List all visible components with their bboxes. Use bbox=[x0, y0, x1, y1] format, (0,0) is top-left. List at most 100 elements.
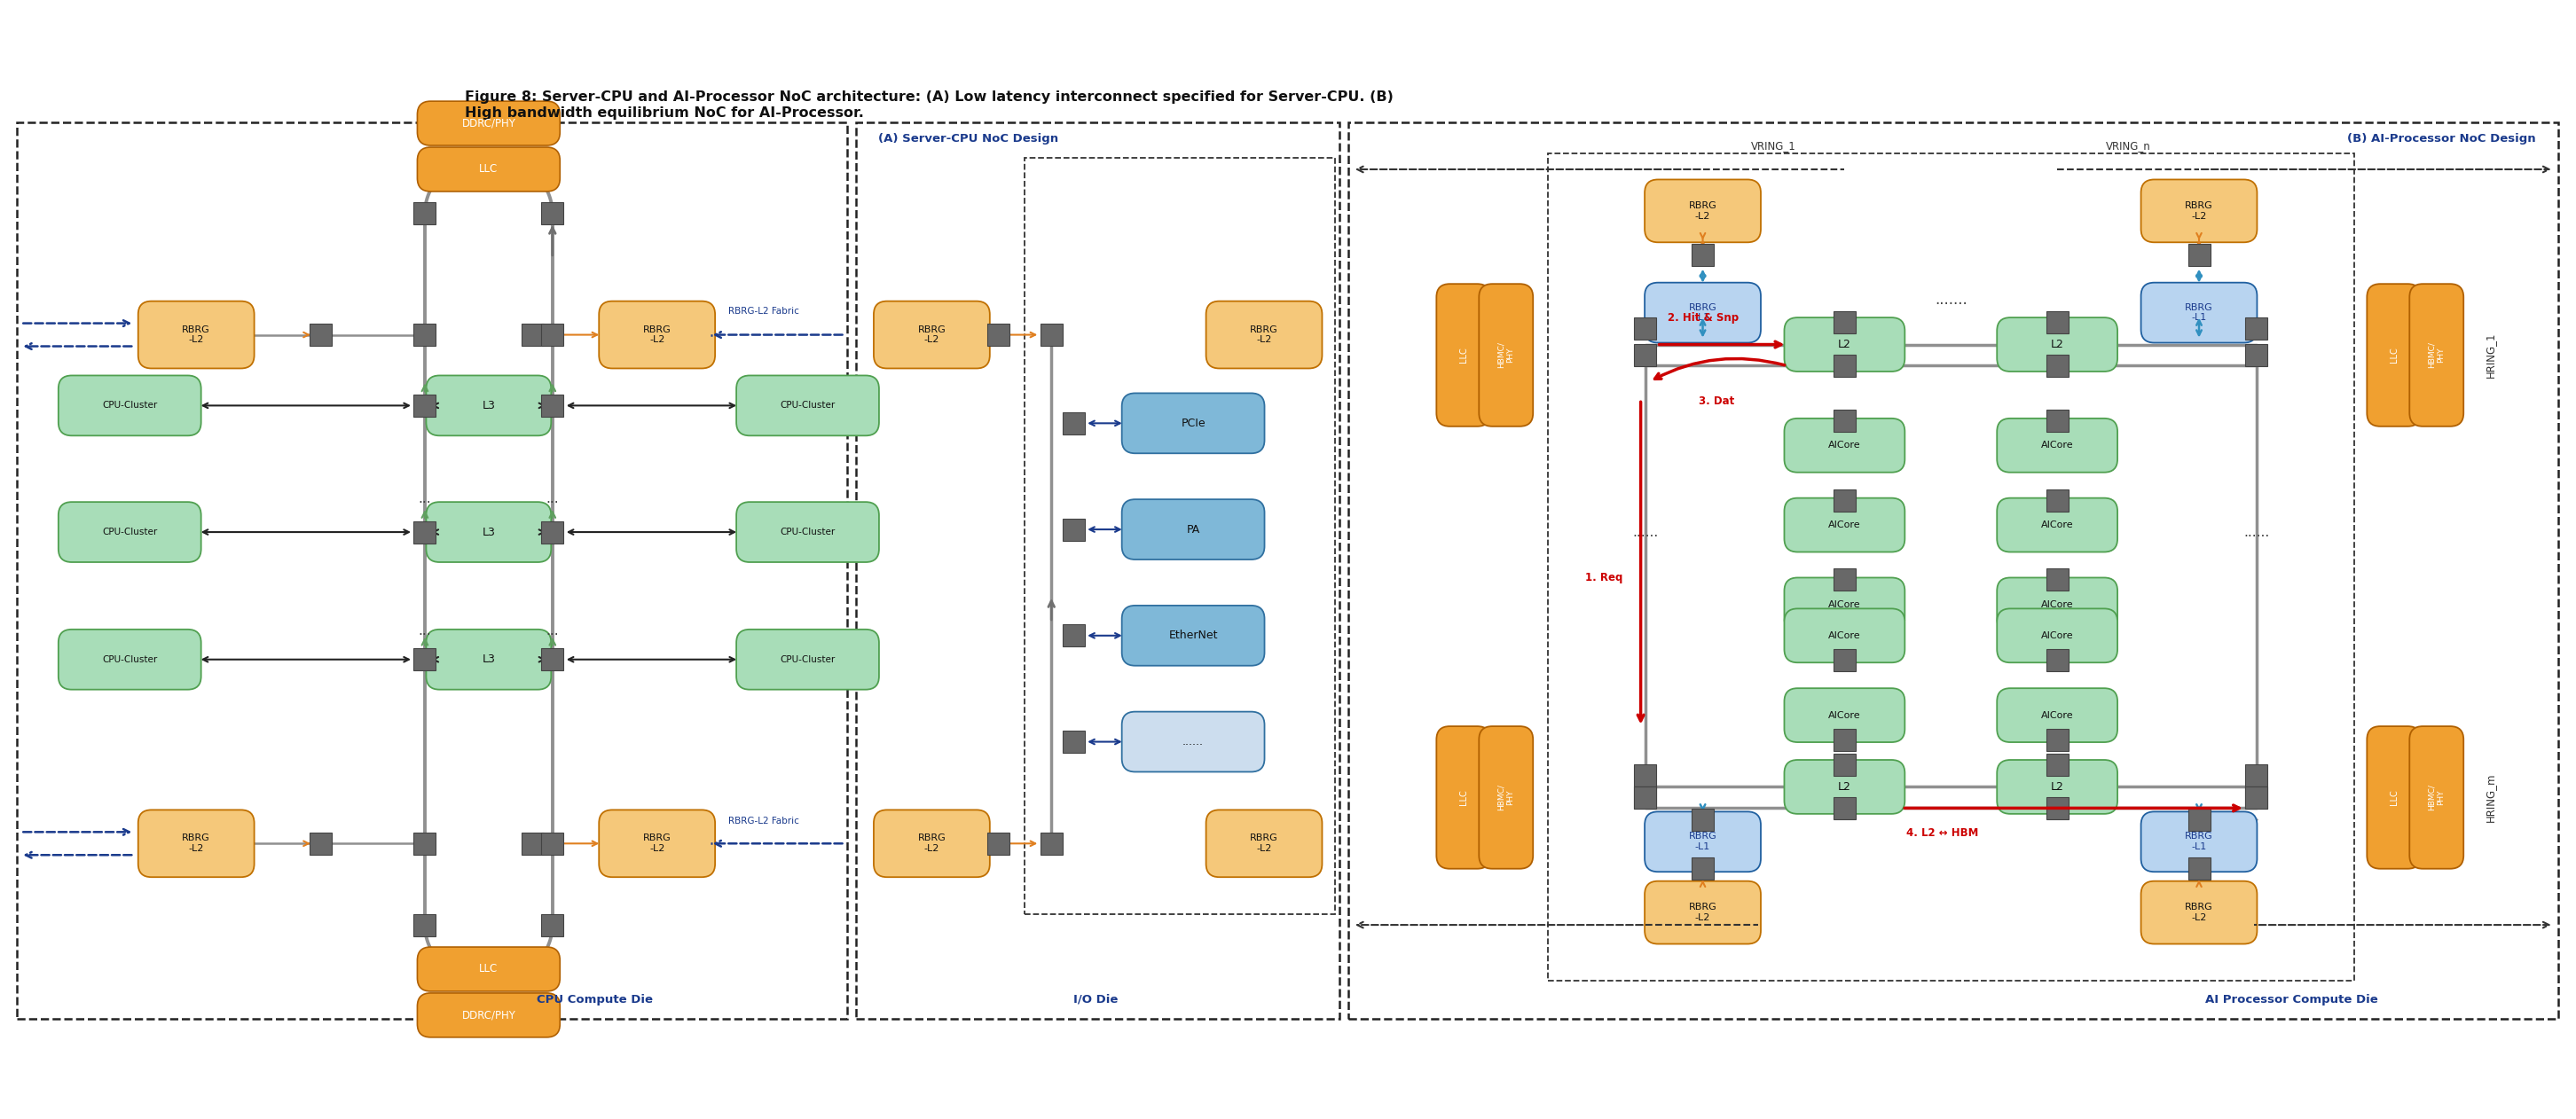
Bar bbox=[1041, 833, 1061, 855]
Bar bbox=[309, 833, 332, 855]
FancyBboxPatch shape bbox=[873, 301, 989, 368]
FancyBboxPatch shape bbox=[417, 947, 559, 991]
FancyBboxPatch shape bbox=[873, 810, 989, 877]
Bar bbox=[2246, 787, 2267, 809]
Text: RBRG
-L2: RBRG -L2 bbox=[644, 326, 672, 345]
Text: ...: ... bbox=[546, 492, 559, 505]
Bar bbox=[1834, 754, 1855, 775]
Text: AICore: AICore bbox=[1829, 711, 1860, 720]
Bar bbox=[415, 395, 435, 416]
Bar bbox=[2045, 311, 2069, 333]
Text: L3: L3 bbox=[482, 653, 495, 665]
Text: VRING_1: VRING_1 bbox=[1752, 140, 1795, 152]
Bar bbox=[2045, 649, 2069, 671]
Text: HBMC/
PHY: HBMC/ PHY bbox=[2429, 784, 2445, 811]
FancyBboxPatch shape bbox=[1347, 122, 2558, 1018]
Bar bbox=[415, 323, 435, 346]
Text: 4. L2 ↔ HBM: 4. L2 ↔ HBM bbox=[1906, 827, 1978, 838]
FancyBboxPatch shape bbox=[2409, 726, 2463, 868]
Text: CPU Compute Die: CPU Compute Die bbox=[536, 994, 654, 1005]
FancyBboxPatch shape bbox=[2367, 726, 2421, 868]
Text: LLC: LLC bbox=[479, 963, 497, 975]
Bar bbox=[541, 395, 564, 416]
Text: L2: L2 bbox=[1837, 781, 1852, 792]
Bar bbox=[1692, 857, 1713, 880]
Bar bbox=[1041, 323, 1061, 346]
Text: .......: ....... bbox=[1935, 291, 1968, 308]
FancyBboxPatch shape bbox=[1025, 158, 1334, 914]
FancyBboxPatch shape bbox=[1121, 712, 1265, 772]
Bar bbox=[2246, 764, 2267, 787]
FancyBboxPatch shape bbox=[2141, 283, 2257, 342]
FancyBboxPatch shape bbox=[1996, 688, 2117, 742]
FancyBboxPatch shape bbox=[1996, 609, 2117, 662]
Bar bbox=[309, 323, 332, 346]
Text: LLC: LLC bbox=[1458, 790, 1468, 806]
Text: CPU-Cluster: CPU-Cluster bbox=[103, 528, 157, 536]
FancyBboxPatch shape bbox=[1996, 577, 2117, 631]
Text: LLC: LLC bbox=[2391, 790, 2398, 806]
Text: (A) Server-CPU NoC Design: (A) Server-CPU NoC Design bbox=[878, 133, 1059, 144]
FancyBboxPatch shape bbox=[417, 993, 559, 1037]
Text: L2: L2 bbox=[2050, 339, 2063, 350]
Bar bbox=[1633, 764, 1656, 787]
FancyBboxPatch shape bbox=[139, 810, 255, 877]
FancyBboxPatch shape bbox=[1785, 419, 1904, 472]
Text: (B) AI-Processor NoC Design: (B) AI-Processor NoC Design bbox=[2347, 133, 2535, 144]
Text: L2: L2 bbox=[2050, 781, 2063, 792]
Text: 1. Req: 1. Req bbox=[1584, 572, 1623, 584]
Text: RBRG
-L2: RBRG -L2 bbox=[2184, 201, 2213, 220]
Bar bbox=[2045, 728, 2069, 751]
Bar bbox=[415, 914, 435, 935]
Bar bbox=[1834, 728, 1855, 751]
FancyBboxPatch shape bbox=[1785, 760, 1904, 814]
FancyBboxPatch shape bbox=[18, 122, 848, 1018]
Bar bbox=[1633, 344, 1656, 366]
Text: RBRG
-L2: RBRG -L2 bbox=[183, 834, 211, 853]
Text: DDRC/PHY: DDRC/PHY bbox=[461, 117, 515, 129]
Text: L3: L3 bbox=[482, 399, 495, 412]
Bar bbox=[415, 833, 435, 855]
Bar bbox=[1834, 797, 1855, 819]
Bar bbox=[2045, 410, 2069, 432]
Text: CPU-Cluster: CPU-Cluster bbox=[103, 401, 157, 410]
Bar bbox=[1633, 787, 1656, 809]
FancyBboxPatch shape bbox=[1479, 284, 1533, 426]
Bar bbox=[415, 521, 435, 543]
Bar bbox=[2246, 344, 2267, 366]
Text: AICore: AICore bbox=[2040, 711, 2074, 720]
Text: RBRG
-L1: RBRG -L1 bbox=[2184, 303, 2213, 322]
FancyBboxPatch shape bbox=[1996, 760, 2117, 814]
Text: RBRG
-L2: RBRG -L2 bbox=[183, 326, 211, 345]
Bar bbox=[1834, 649, 1855, 671]
FancyBboxPatch shape bbox=[737, 629, 878, 689]
FancyBboxPatch shape bbox=[1643, 179, 1762, 243]
Text: HRING_1: HRING_1 bbox=[2483, 332, 2496, 378]
FancyBboxPatch shape bbox=[2409, 284, 2463, 426]
Text: AICore: AICore bbox=[2040, 441, 2074, 450]
FancyBboxPatch shape bbox=[1996, 318, 2117, 372]
Bar bbox=[541, 203, 564, 225]
Bar bbox=[987, 323, 1010, 346]
Text: RBRG-L2 Fabric: RBRG-L2 Fabric bbox=[729, 307, 799, 316]
Text: L2: L2 bbox=[1837, 339, 1852, 350]
Text: AICore: AICore bbox=[2040, 520, 2074, 529]
Text: VRING_n: VRING_n bbox=[2105, 140, 2151, 152]
Bar bbox=[1834, 568, 1855, 591]
Bar bbox=[523, 323, 544, 346]
FancyBboxPatch shape bbox=[737, 502, 878, 562]
FancyBboxPatch shape bbox=[1996, 498, 2117, 552]
Bar bbox=[2187, 244, 2210, 266]
Bar bbox=[2045, 489, 2069, 511]
FancyBboxPatch shape bbox=[737, 376, 878, 435]
Bar bbox=[541, 521, 564, 543]
FancyBboxPatch shape bbox=[1785, 688, 1904, 742]
FancyBboxPatch shape bbox=[1437, 284, 1492, 426]
FancyBboxPatch shape bbox=[1996, 419, 2117, 472]
Bar bbox=[1061, 624, 1084, 647]
Text: CPU-Cluster: CPU-Cluster bbox=[781, 401, 835, 410]
FancyBboxPatch shape bbox=[1785, 318, 1904, 372]
Bar bbox=[1834, 355, 1855, 377]
FancyBboxPatch shape bbox=[1548, 153, 2354, 980]
FancyBboxPatch shape bbox=[139, 301, 255, 368]
